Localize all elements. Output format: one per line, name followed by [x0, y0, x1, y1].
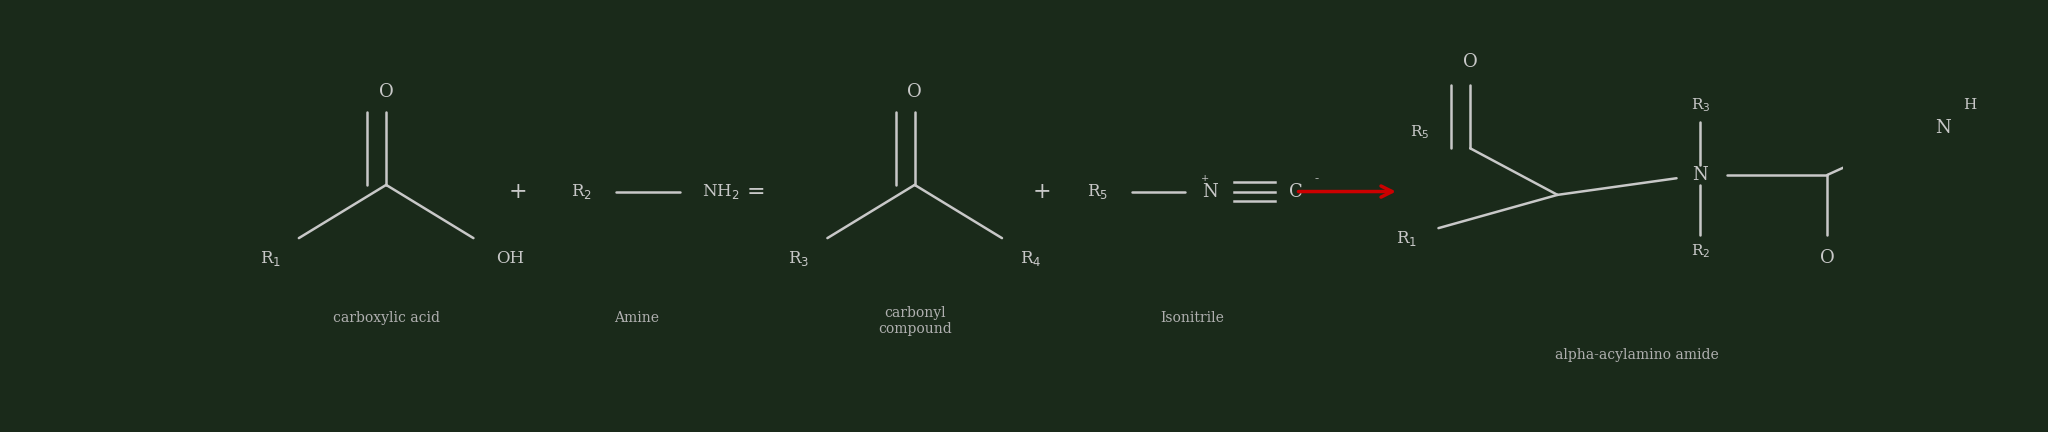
Text: R$_1$: R$_1$ [1397, 229, 1417, 248]
Text: -: - [1315, 172, 1319, 185]
Text: carboxylic acid: carboxylic acid [332, 311, 440, 325]
Text: R$_5$: R$_5$ [1409, 123, 1430, 140]
Text: O: O [907, 83, 922, 101]
Text: NH$_2$: NH$_2$ [702, 182, 739, 201]
Text: R$_4$: R$_4$ [1020, 248, 1040, 267]
Text: R$_3$: R$_3$ [1690, 96, 1710, 114]
Text: O: O [1462, 53, 1477, 71]
Text: Isonitrile: Isonitrile [1161, 311, 1225, 325]
Text: C: C [1288, 183, 1303, 200]
Text: H: H [1964, 98, 1976, 112]
Text: N: N [1692, 166, 1708, 184]
Text: O: O [379, 83, 393, 101]
Text: R$_2$: R$_2$ [1692, 243, 1710, 260]
Text: Amine: Amine [614, 311, 659, 325]
Text: N: N [1202, 183, 1219, 200]
Text: OH: OH [496, 250, 524, 267]
Text: +: + [508, 181, 526, 203]
Text: N: N [1935, 119, 1952, 137]
Text: R$_3$: R$_3$ [788, 248, 809, 267]
Text: R$_5$: R$_5$ [1087, 182, 1108, 201]
Text: +: + [1200, 174, 1208, 183]
Text: alpha-acylamino amide: alpha-acylamino amide [1554, 347, 1718, 362]
Text: R$_2$: R$_2$ [571, 182, 592, 201]
Text: =: = [748, 181, 766, 203]
Text: carbonyl
compound: carbonyl compound [879, 306, 952, 337]
Text: R$_1$: R$_1$ [260, 248, 281, 267]
Text: +: + [1032, 181, 1051, 203]
Text: O: O [1821, 249, 1835, 267]
